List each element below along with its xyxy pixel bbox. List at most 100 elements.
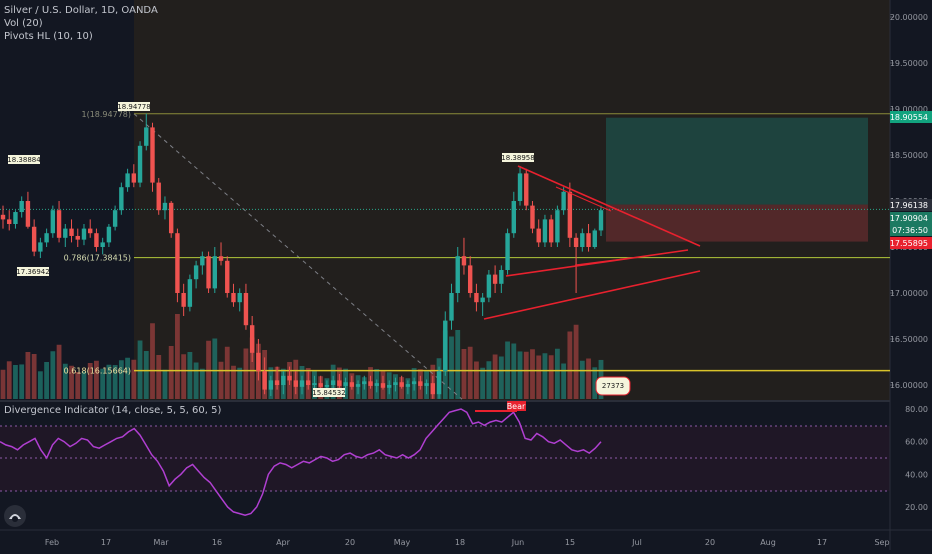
divergence-line[interactable]: [0, 408, 602, 516]
candlesticks[interactable]: [0, 113, 604, 399]
candle[interactable]: [486, 274, 492, 298]
candle[interactable]: [436, 371, 442, 395]
candle[interactable]: [56, 210, 62, 238]
candle[interactable]: [330, 380, 336, 385]
candle[interactable]: [567, 191, 573, 238]
candle[interactable]: [362, 381, 367, 385]
candle[interactable]: [293, 380, 298, 387]
candle[interactable]: [474, 293, 479, 303]
candle[interactable]: [218, 256, 224, 261]
candle[interactable]: [0, 214, 6, 220]
candle[interactable]: [69, 228, 74, 236]
candle[interactable]: [231, 293, 236, 303]
time-axis[interactable]: Feb 17 Mar 16 Apr 20 May 18 Jun 15 Jul 20 Aug 17 Sep: [45, 538, 890, 547]
candle[interactable]: [144, 127, 149, 146]
candle[interactable]: [137, 145, 143, 183]
candle[interactable]: [44, 233, 49, 243]
candle[interactable]: [449, 293, 454, 321]
candle[interactable]: [19, 201, 24, 213]
candle[interactable]: [212, 256, 217, 289]
candle[interactable]: [225, 260, 230, 293]
candle[interactable]: [63, 228, 68, 238]
candle[interactable]: [200, 256, 205, 266]
tradingview-logo-icon[interactable]: [4, 505, 26, 527]
candle[interactable]: [75, 235, 80, 240]
candle[interactable]: [156, 182, 161, 211]
candle[interactable]: [443, 320, 448, 372]
candle[interactable]: [530, 205, 535, 229]
candle[interactable]: [349, 382, 355, 387]
candle[interactable]: [387, 385, 392, 388]
candle[interactable]: [524, 173, 529, 206]
candle[interactable]: [94, 233, 99, 247]
candle[interactable]: [355, 384, 361, 387]
long-position-tool[interactable]: [606, 117, 868, 242]
price-axis[interactable]: [890, 0, 932, 550]
candle[interactable]: [100, 242, 105, 247]
candle[interactable]: [306, 380, 311, 385]
candle[interactable]: [555, 210, 560, 243]
candle[interactable]: [162, 202, 168, 211]
candle[interactable]: [249, 325, 255, 353]
candle[interactable]: [88, 228, 93, 234]
candle[interactable]: [368, 381, 373, 386]
candle[interactable]: [187, 279, 193, 307]
candle[interactable]: [175, 233, 180, 293]
candle[interactable]: [592, 230, 597, 247]
candle[interactable]: [119, 187, 124, 211]
candle[interactable]: [542, 219, 548, 243]
candle[interactable]: [38, 242, 43, 252]
candle[interactable]: [467, 265, 473, 293]
candle[interactable]: [150, 127, 155, 183]
divergence-oscillator[interactable]: Bear: [0, 401, 890, 516]
candle[interactable]: [7, 219, 12, 224]
triangle-pattern[interactable]: [483, 165, 701, 320]
candle[interactable]: [274, 380, 280, 385]
candle[interactable]: [312, 383, 317, 385]
candle[interactable]: [13, 212, 18, 224]
candle[interactable]: [405, 384, 411, 387]
candle[interactable]: [324, 385, 330, 387]
candle[interactable]: [573, 237, 579, 247]
candle[interactable]: [580, 233, 585, 247]
candle[interactable]: [125, 173, 130, 188]
candle[interactable]: [337, 380, 342, 386]
candle[interactable]: [318, 383, 323, 387]
candle[interactable]: [343, 382, 348, 386]
candle[interactable]: [181, 293, 186, 307]
candle[interactable]: [243, 293, 249, 326]
candle[interactable]: [106, 226, 112, 243]
candle[interactable]: [262, 371, 267, 390]
indicator-pivots[interactable]: Pivots HL (10, 10): [4, 31, 93, 42]
candle[interactable]: [81, 228, 87, 240]
candle[interactable]: [281, 375, 286, 385]
candle[interactable]: [25, 201, 31, 227]
candle[interactable]: [424, 383, 429, 386]
profit-zone[interactable]: [606, 117, 868, 205]
candle[interactable]: [131, 173, 137, 183]
candle[interactable]: [112, 210, 118, 227]
candle[interactable]: [50, 210, 56, 234]
indicator-volume[interactable]: Vol (20): [4, 18, 43, 29]
symbol-title[interactable]: Silver / U.S. Dollar, 1D, OANDA: [4, 5, 158, 16]
candle[interactable]: [411, 381, 417, 385]
candle[interactable]: [168, 202, 174, 234]
candle[interactable]: [480, 297, 485, 303]
inner-line-1[interactable]: [555, 186, 612, 212]
triangle-lower-line[interactable]: [505, 249, 689, 277]
candle[interactable]: [237, 293, 242, 303]
candle[interactable]: [31, 226, 37, 252]
inner-line-2[interactable]: [574, 257, 631, 266]
candle[interactable]: [561, 191, 566, 211]
candle[interactable]: [399, 382, 404, 387]
candle[interactable]: [548, 219, 554, 243]
candle[interactable]: [393, 382, 398, 385]
divergence-title[interactable]: Divergence Indicator (14, close, 5, 5, 6…: [4, 405, 222, 416]
candle[interactable]: [455, 256, 460, 293]
candle[interactable]: [598, 210, 604, 231]
candle[interactable]: [193, 265, 199, 280]
candle[interactable]: [374, 383, 379, 386]
loss-zone[interactable]: [606, 204, 868, 242]
